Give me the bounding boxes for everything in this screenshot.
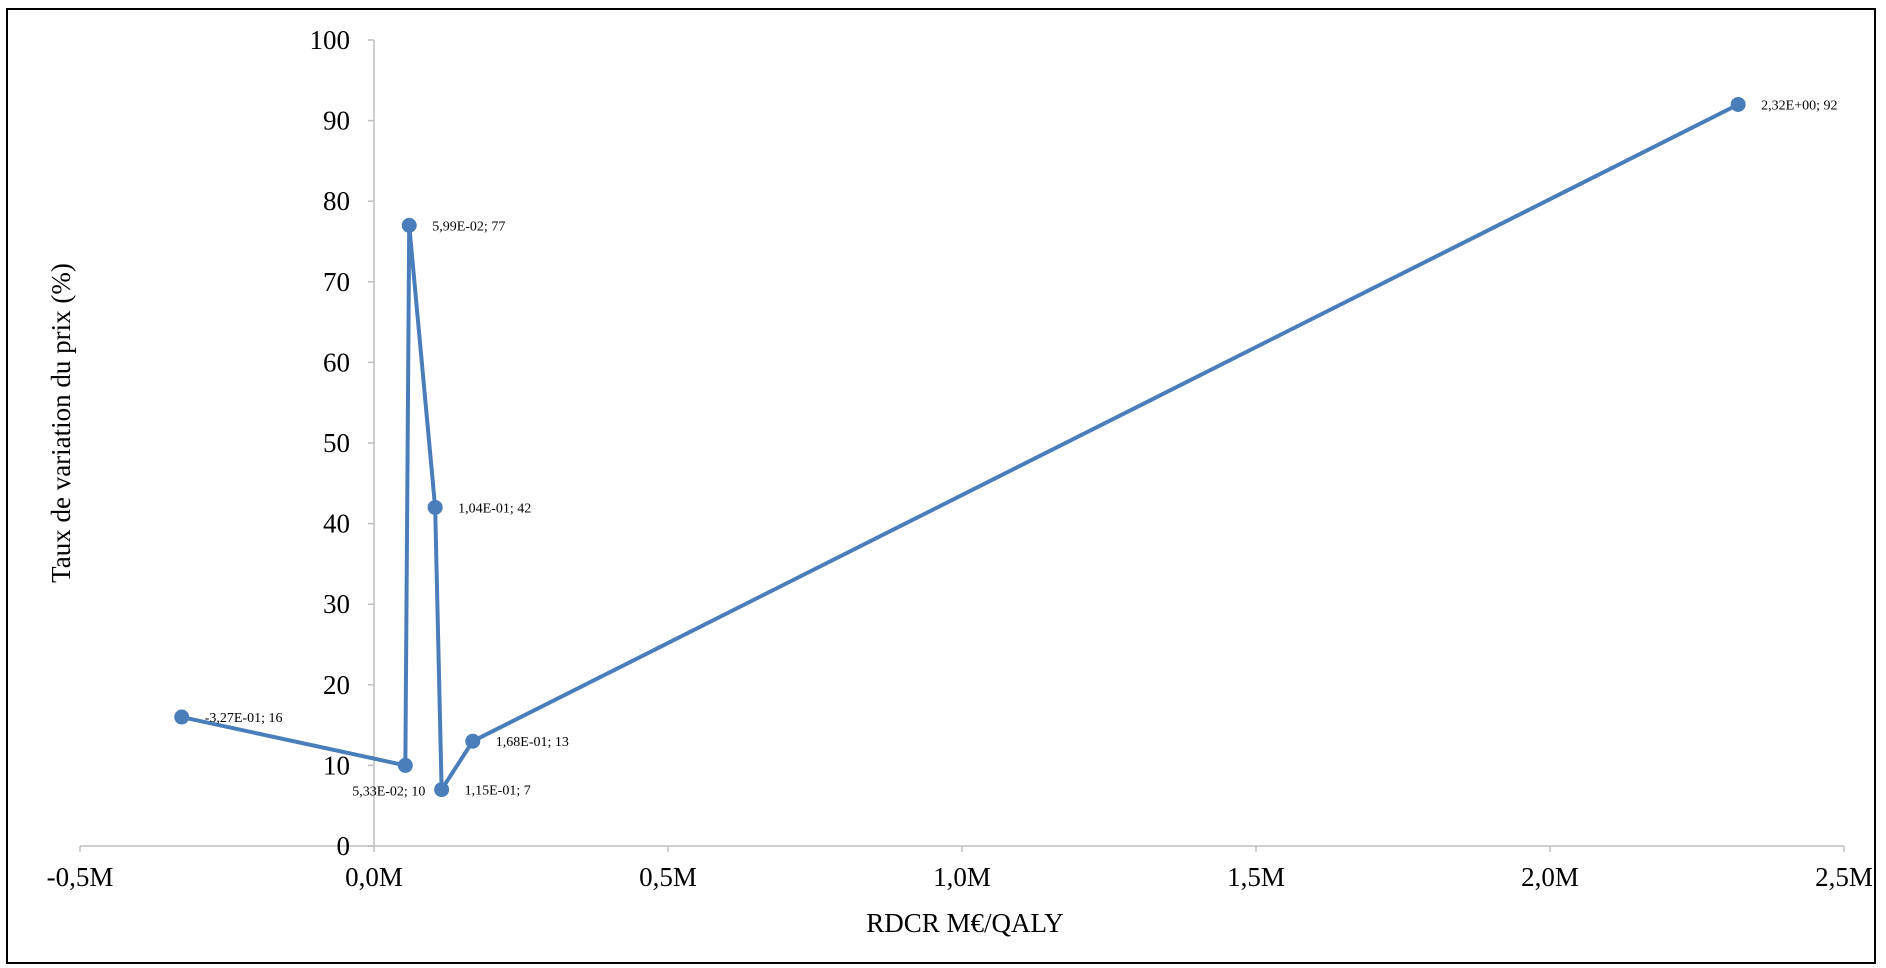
y-tick-label: 100	[310, 25, 351, 55]
y-tick-label: 70	[323, 267, 350, 297]
y-axis-title: Taux de variation du prix (%)	[46, 263, 76, 583]
y-tick-label: 60	[323, 347, 350, 377]
x-tick-label: 0,0M	[345, 862, 403, 892]
y-tick-label: 10	[323, 750, 350, 780]
x-tick-label: 1,5M	[1227, 862, 1285, 892]
chart-frame	[6, 8, 1876, 964]
x-tick-label: 0,5M	[639, 862, 697, 892]
data-point	[427, 499, 443, 515]
y-tick-label: 30	[323, 589, 350, 619]
x-tick-label: 1,0M	[933, 862, 991, 892]
data-point	[401, 217, 417, 233]
x-tick-label: -0,5M	[47, 862, 114, 892]
x-tick-label: 2,5M	[1815, 862, 1873, 892]
x-tick-label: 2,0M	[1521, 862, 1579, 892]
y-tick-label: 90	[323, 106, 350, 136]
data-point	[434, 782, 450, 798]
data-label: 5,33E-02; 10	[352, 784, 425, 799]
data-label: -3,27E-01; 16	[205, 711, 283, 726]
x-axis-title: RDCR M€/QALY	[866, 908, 1064, 938]
y-tick-label: 80	[323, 186, 350, 216]
y-tick-label: 0	[337, 831, 351, 861]
data-point	[397, 757, 413, 773]
data-label: 1,68E-01; 13	[496, 735, 569, 750]
data-label: 5,99E-02; 77	[432, 219, 505, 234]
data-label: 1,15E-01; 7	[465, 784, 531, 799]
data-label: 1,04E-01; 42	[458, 501, 531, 516]
data-point	[465, 733, 481, 749]
series-line	[181, 102, 1740, 792]
data-point	[174, 709, 190, 725]
data-label: 2,32E+00; 92	[1761, 98, 1837, 113]
data-point	[1730, 96, 1746, 112]
y-tick-label: 40	[323, 509, 350, 539]
y-tick-label: 50	[323, 428, 350, 458]
y-tick-label: 20	[323, 670, 350, 700]
